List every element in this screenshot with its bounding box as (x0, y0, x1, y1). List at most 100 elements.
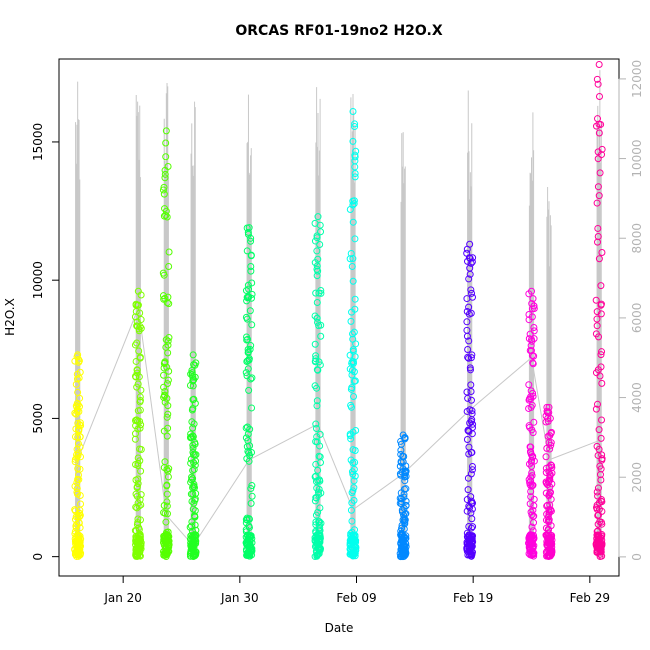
data-point (248, 448, 256, 456)
data-point (529, 527, 537, 535)
data-point (528, 482, 536, 490)
data-point (596, 169, 604, 177)
y-axis: 0 5000 10000 15000 (31, 123, 60, 560)
data-point (592, 296, 600, 304)
data-point (468, 515, 476, 523)
data-point (347, 530, 355, 538)
data-point (598, 507, 606, 515)
data-point (529, 543, 537, 551)
data-point (76, 506, 84, 514)
y2-tick-label: 2000 (630, 462, 644, 493)
data-point (165, 334, 173, 342)
data-point (133, 552, 141, 560)
data-point (312, 518, 320, 526)
data-point (547, 522, 555, 530)
data-point (350, 328, 358, 336)
data-point (71, 527, 79, 535)
data-point (351, 123, 359, 131)
data-point (544, 432, 552, 440)
data-point (465, 310, 473, 318)
data-point (465, 303, 473, 311)
data-point (74, 452, 82, 460)
data-point (134, 301, 142, 309)
data-point (593, 308, 601, 316)
data-point (347, 506, 355, 514)
data-point (132, 357, 140, 365)
data-point (593, 199, 601, 207)
data-point (312, 460, 320, 468)
x-tick-label: Feb 19 (453, 591, 493, 605)
data-point (593, 547, 601, 555)
data-point (350, 197, 358, 205)
data-point (465, 275, 473, 283)
data-point (469, 254, 477, 262)
data-point (73, 375, 81, 383)
data-point (314, 466, 322, 474)
data-point (400, 514, 408, 522)
data-point (133, 383, 141, 391)
data-point (244, 228, 252, 236)
data-point (346, 351, 354, 359)
data-point (597, 363, 605, 371)
data-point (351, 549, 359, 557)
data-point (594, 115, 602, 123)
data-point (132, 490, 140, 498)
data-point (313, 234, 321, 242)
data-point (135, 538, 143, 546)
data-point (594, 400, 602, 408)
data-point-max (74, 351, 82, 359)
data-point (466, 264, 474, 272)
data-point (593, 322, 601, 330)
data-point (466, 534, 474, 542)
data-point (598, 379, 606, 387)
data-point (311, 312, 319, 320)
data-point (191, 512, 199, 520)
data-point (188, 473, 196, 481)
data-point (160, 464, 168, 472)
data-point (161, 358, 169, 366)
data-point (594, 80, 602, 88)
data-point (134, 417, 142, 425)
data-point (398, 536, 406, 544)
trace-connector (77, 307, 139, 461)
data-point (546, 445, 554, 453)
data-point (191, 399, 199, 407)
data-point (164, 341, 172, 349)
data-point (463, 332, 471, 340)
data-point (135, 347, 143, 355)
data-point (542, 453, 550, 461)
data-point (468, 466, 476, 474)
data-point (348, 371, 356, 379)
data-point (311, 497, 319, 505)
data-point (134, 425, 142, 433)
data-point (159, 186, 167, 194)
data-point (402, 510, 410, 518)
data-point (74, 490, 82, 498)
data-point (190, 465, 198, 473)
data-point (311, 340, 319, 348)
data-point (351, 163, 359, 171)
data-point (526, 500, 534, 508)
data-point (349, 537, 357, 545)
data-point (74, 388, 82, 396)
data-point (136, 323, 144, 331)
data-point (349, 137, 357, 145)
data-point (542, 489, 550, 497)
data-point (164, 337, 172, 345)
data-point (187, 430, 195, 438)
data-point (160, 190, 168, 198)
data-point (548, 480, 556, 488)
data-point (597, 282, 605, 290)
data-point (598, 248, 606, 256)
data-point (133, 484, 141, 492)
data-point (350, 393, 358, 401)
data-point (248, 482, 256, 490)
data-point (401, 477, 409, 485)
data-point (594, 155, 602, 163)
data-point (467, 381, 475, 389)
data-point (595, 255, 603, 263)
data-point (317, 489, 325, 497)
data-point (246, 534, 254, 542)
y-axis-label: H2O.X (3, 298, 17, 336)
data-point (248, 374, 256, 382)
